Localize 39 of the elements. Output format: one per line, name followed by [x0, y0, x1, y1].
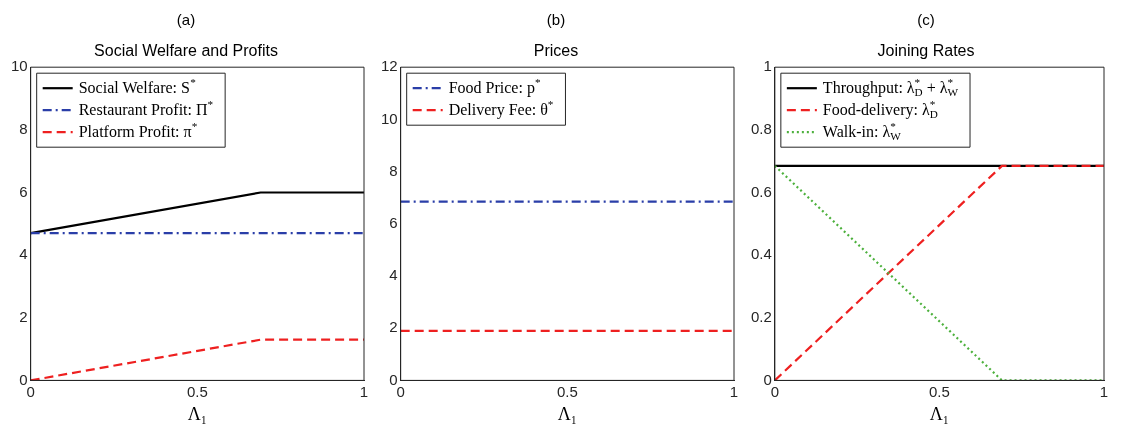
y-tick-label: 0.8: [750, 119, 772, 137]
x-tick-label: 0.5: [186, 382, 208, 400]
x-tick-label: 0.5: [929, 382, 950, 400]
y-tick-label: 0.4: [750, 245, 772, 263]
y-tick-label: 8: [19, 119, 28, 137]
x-axis-title: Λ₁: [187, 403, 208, 424]
y-tick-label: 2: [389, 318, 398, 336]
chart-subtitle: (b): [546, 11, 566, 29]
chart-subtitle: (a): [176, 11, 196, 29]
legend-label: Delivery Fee: θ*: [448, 98, 554, 120]
y-tick-label: 2: [19, 307, 28, 325]
y-tick-label: 6: [19, 182, 28, 200]
chart-subtitle: (c): [917, 11, 935, 29]
y-tick-label: 0.6: [750, 182, 772, 200]
y-tick-label: 8: [389, 161, 398, 179]
y-tick-label: 0.2: [750, 307, 772, 325]
x-tick-label: 1: [729, 382, 739, 400]
y-tick-label: 10: [381, 109, 398, 127]
x-axis-title: Λ₁: [557, 403, 578, 424]
y-tick-label: 4: [19, 245, 28, 263]
legend-label: Platform Profit: π*: [78, 120, 198, 141]
y-tick-label: 0: [763, 370, 772, 388]
x-tick-label: 1: [1099, 382, 1109, 400]
y-tick-label: 10: [11, 57, 28, 75]
x-axis-title: Λ₁: [929, 403, 950, 424]
legend-label: Food Price: p*: [448, 76, 541, 98]
chart-title: Social Welfare and Profits: [94, 42, 278, 60]
legend-label: Social Welfare: S*: [78, 76, 197, 97]
y-tick-label: 4: [389, 266, 398, 284]
x-tick-label: 0.5: [556, 382, 578, 400]
y-tick-label: 6: [389, 213, 398, 231]
x-tick-label: 1: [359, 382, 369, 400]
chart-title: Joining Rates: [877, 42, 975, 60]
legend-label: Restaurant Profit: Π*: [78, 98, 214, 119]
y-tick-label: 12: [381, 57, 398, 75]
y-tick-label: 1: [763, 57, 772, 75]
y-tick-label: 0: [389, 370, 398, 388]
y-tick-label: 0: [19, 370, 28, 388]
chart-title: Prices: [533, 42, 579, 60]
